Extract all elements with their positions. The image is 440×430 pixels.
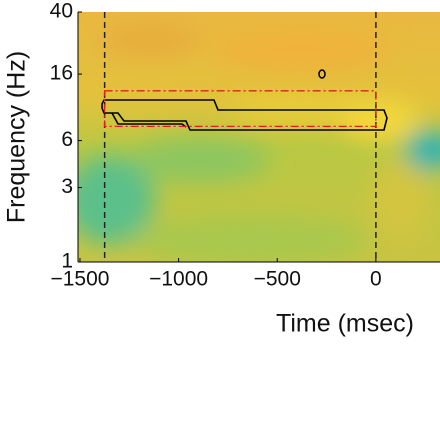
significance-contour: [318, 69, 326, 79]
highlight-box: [103, 90, 377, 128]
x-tick-label: −1500: [50, 268, 109, 291]
y-tick-label: 40: [50, 0, 73, 23]
x-tick-label: 0: [370, 268, 382, 291]
x-tick-label: −1000: [149, 268, 208, 291]
x-axis-label: Time (msec): [276, 310, 414, 338]
significance-contour: [101, 99, 388, 131]
x-tick-label: −500: [254, 268, 301, 291]
y-tick-label: 6: [61, 128, 73, 151]
y-axis-label: Frequency (Hz): [3, 51, 31, 223]
significance-contour: [111, 112, 187, 128]
y-tick-label: 3: [61, 175, 73, 198]
heatmap-image: [78, 12, 440, 262]
y-tick-label: 1: [61, 250, 73, 273]
y-tick-label: 16: [50, 62, 73, 85]
